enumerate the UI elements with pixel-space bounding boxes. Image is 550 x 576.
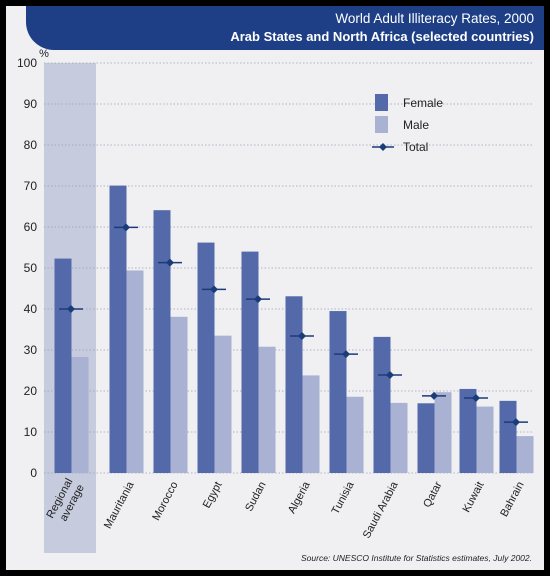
bar-male	[390, 402, 408, 473]
x-tick-label: Kuwait	[461, 480, 487, 515]
bar-female	[499, 400, 517, 473]
x-tick-label: Egypt	[201, 480, 225, 510]
chart-frame: World Adult Illiteracy Rates, 2000 Arab …	[6, 6, 544, 570]
bar-male	[258, 346, 276, 473]
total-marker	[298, 332, 306, 341]
legend-male-swatch	[375, 116, 388, 133]
bar-female	[373, 336, 391, 473]
y-tick-label: 70	[24, 179, 38, 193]
x-tick-label: Qatar	[421, 479, 445, 509]
y-tick-label: 80	[24, 138, 38, 152]
y-axis-unit: %	[39, 48, 49, 60]
bar-female	[197, 242, 215, 473]
bar-male	[476, 406, 494, 473]
bar-male	[71, 356, 89, 473]
total-marker	[166, 258, 174, 267]
x-tick-label: Saudi Arabia	[361, 479, 401, 540]
bar-female	[241, 251, 259, 473]
bar-male	[126, 270, 144, 473]
bar-female	[109, 185, 127, 473]
legend-total-label: Total	[403, 140, 428, 154]
x-tick-label: Bahrain	[498, 480, 526, 519]
bar-male	[302, 375, 320, 473]
bar-female	[417, 403, 435, 473]
bar-female	[459, 388, 477, 473]
bar-male	[346, 396, 364, 473]
y-tick-label: 50	[24, 261, 38, 275]
y-tick-label: 90	[24, 97, 38, 111]
y-tick-label: 40	[24, 302, 38, 316]
bar-male	[214, 335, 232, 473]
y-tick-label: 0	[30, 466, 37, 480]
total-marker	[430, 391, 438, 400]
regional-label-band	[44, 473, 96, 553]
total-marker	[386, 371, 394, 380]
bar-female	[285, 296, 303, 473]
total-marker	[67, 305, 75, 313]
legend-total-marker	[379, 143, 387, 151]
y-tick-label: 10	[24, 425, 38, 439]
chart-title: World Adult Illiteracy Rates, 2000	[335, 11, 534, 26]
total-marker	[210, 285, 218, 294]
chart-subtitle: Arab States and North Africa (selected c…	[230, 29, 534, 44]
x-tick-label: Sudan	[243, 480, 269, 514]
legend-male-label: Male	[403, 118, 429, 132]
y-tick-label: 20	[24, 384, 38, 398]
x-tick-label: Mauritania	[102, 479, 137, 531]
y-tick-label: 60	[24, 220, 38, 234]
source-note: Source: UNESCO Institute for Statistics …	[300, 553, 532, 563]
x-tick-label: Tunisia	[330, 479, 357, 516]
total-marker	[254, 295, 262, 304]
x-tick-label: Morocco	[150, 480, 180, 523]
total-marker	[472, 393, 480, 402]
legend-female-label: Female	[403, 96, 443, 110]
y-tick-label: 30	[24, 343, 38, 357]
bar-female	[153, 210, 171, 473]
bar-male	[170, 316, 188, 473]
total-marker	[342, 350, 350, 359]
x-tick-label: Algeria	[286, 479, 313, 516]
total-marker	[122, 223, 130, 232]
legend-female-swatch	[375, 94, 388, 111]
total-marker	[512, 418, 520, 427]
bar-female	[54, 258, 72, 473]
bar-female	[329, 311, 347, 473]
y-tick-label: 100	[17, 56, 37, 70]
bar-male	[516, 436, 534, 473]
bar-male	[434, 392, 452, 473]
title-band: World Adult Illiteracy Rates, 2000 Arab …	[26, 6, 544, 50]
